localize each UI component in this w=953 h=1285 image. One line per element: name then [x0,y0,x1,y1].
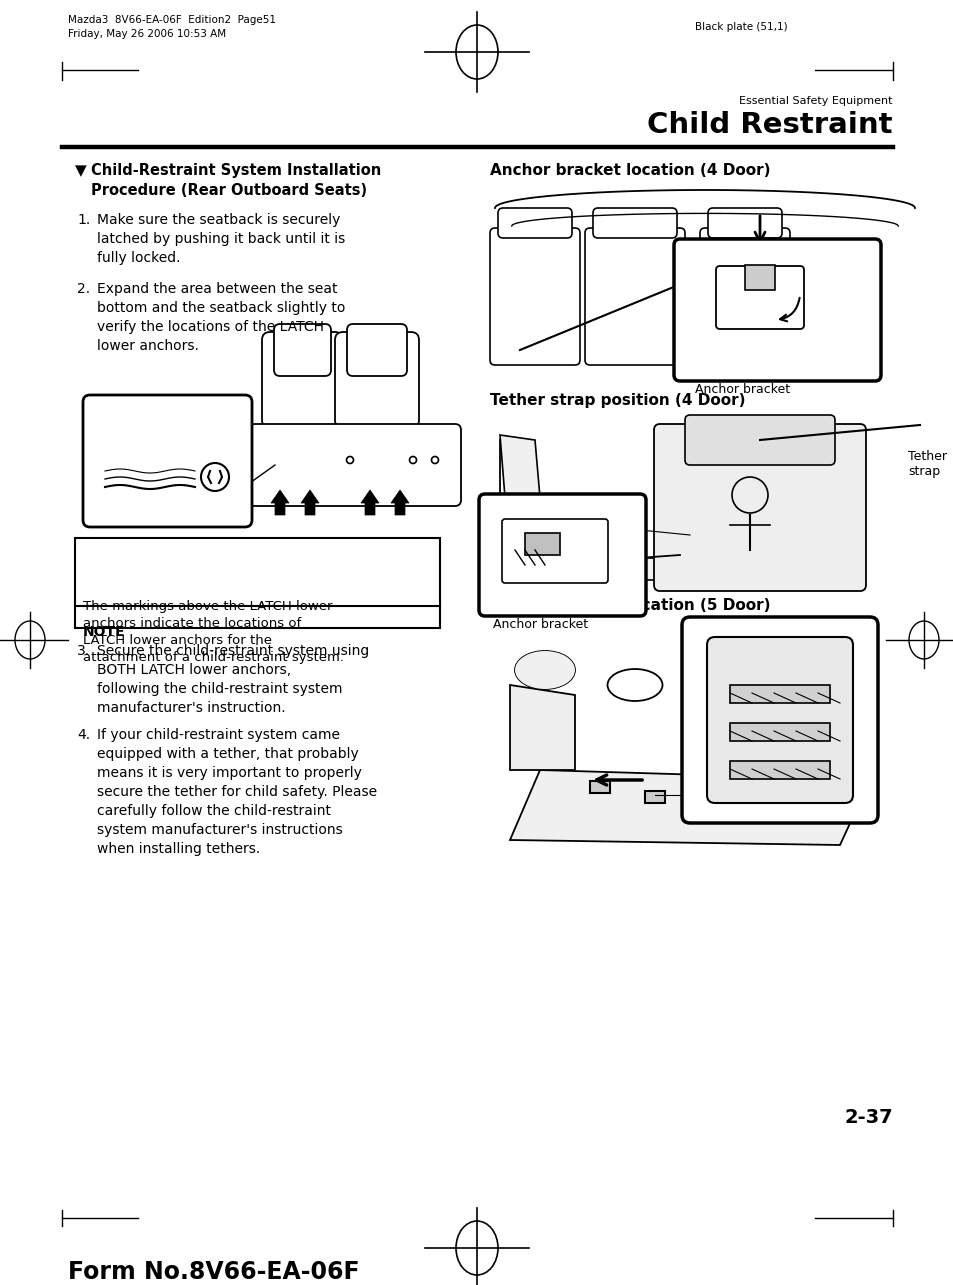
Text: 1.: 1. [77,213,91,227]
Bar [729,723,829,741]
Text: 2.: 2. [77,281,90,296]
Polygon shape [360,490,378,515]
Polygon shape [391,490,409,515]
Text: Expand the area between the seat
bottom and the seatback slightly to
verify the : Expand the area between the seat bottom … [97,281,345,353]
Polygon shape [510,770,869,846]
Text: NOTE: NOTE [83,625,126,639]
FancyBboxPatch shape [700,227,789,365]
FancyBboxPatch shape [490,227,579,365]
FancyBboxPatch shape [584,227,684,365]
Text: Secure the child-restraint system using
BOTH LATCH lower anchors,
following the : Secure the child-restraint system using … [97,644,369,714]
FancyBboxPatch shape [335,332,418,428]
Text: 3.: 3. [77,644,90,658]
Text: Tether strap position (4 Door): Tether strap position (4 Door) [490,393,744,409]
Bar [729,761,829,779]
Bar [75,538,439,628]
Text: 2-37: 2-37 [843,1108,892,1127]
FancyBboxPatch shape [593,208,677,238]
Text: Anchor bracket location (4 Door): Anchor bracket location (4 Door) [490,163,770,179]
Text: Essential Safety Equipment: Essential Safety Equipment [739,96,892,105]
Text: Child-Restraint System Installation
Procedure (Rear Outboard Seats): Child-Restraint System Installation Proc… [91,163,381,198]
Text: Black plate (51,1): Black plate (51,1) [695,22,787,32]
FancyBboxPatch shape [707,208,781,238]
Polygon shape [510,685,575,770]
Ellipse shape [515,651,575,689]
FancyBboxPatch shape [262,332,343,428]
Text: Friday, May 26 2006 10:53 AM: Friday, May 26 2006 10:53 AM [68,30,226,39]
Polygon shape [499,555,749,580]
Bar [524,533,559,555]
FancyBboxPatch shape [347,324,407,377]
FancyBboxPatch shape [478,493,645,616]
FancyBboxPatch shape [681,617,877,822]
FancyBboxPatch shape [83,394,252,527]
Text: Anchor bracket location (5 Door): Anchor bracket location (5 Door) [490,598,770,613]
FancyBboxPatch shape [654,424,865,591]
Text: Form No.8V66-EA-06F: Form No.8V66-EA-06F [68,1261,359,1284]
Polygon shape [301,490,318,515]
Text: 4.: 4. [77,729,90,741]
Text: Child Restraint: Child Restraint [647,111,892,139]
Text: Make sure the seatback is securely
latched by pushing it back until it is
fully : Make sure the seatback is securely latch… [97,213,345,265]
Text: Tether
strap: Tether strap [907,450,946,478]
FancyBboxPatch shape [716,266,803,329]
Text: Mazda3  8V66-EA-06F  Edition2  Page51: Mazda3 8V66-EA-06F Edition2 Page51 [68,15,275,24]
FancyBboxPatch shape [497,208,572,238]
Text: Anchor bracket: Anchor bracket [493,618,587,631]
Polygon shape [499,436,544,560]
FancyBboxPatch shape [684,415,834,465]
Bar [644,792,664,803]
Text: Anchor bracket: Anchor bracket [695,383,789,396]
FancyBboxPatch shape [249,424,460,506]
Bar [589,781,609,793]
Text: If your child-restraint system came
equipped with a tether, that probably
means : If your child-restraint system came equi… [97,729,376,856]
Bar [744,265,774,290]
Text: ▼: ▼ [75,163,87,179]
Text: The markings above the LATCH lower
anchors indicate the locations of
LATCH lower: The markings above the LATCH lower ancho… [83,600,344,664]
Polygon shape [271,490,289,515]
FancyBboxPatch shape [501,519,607,583]
Bar [729,685,829,703]
FancyBboxPatch shape [706,637,852,803]
FancyBboxPatch shape [274,324,331,377]
FancyBboxPatch shape [673,239,880,380]
